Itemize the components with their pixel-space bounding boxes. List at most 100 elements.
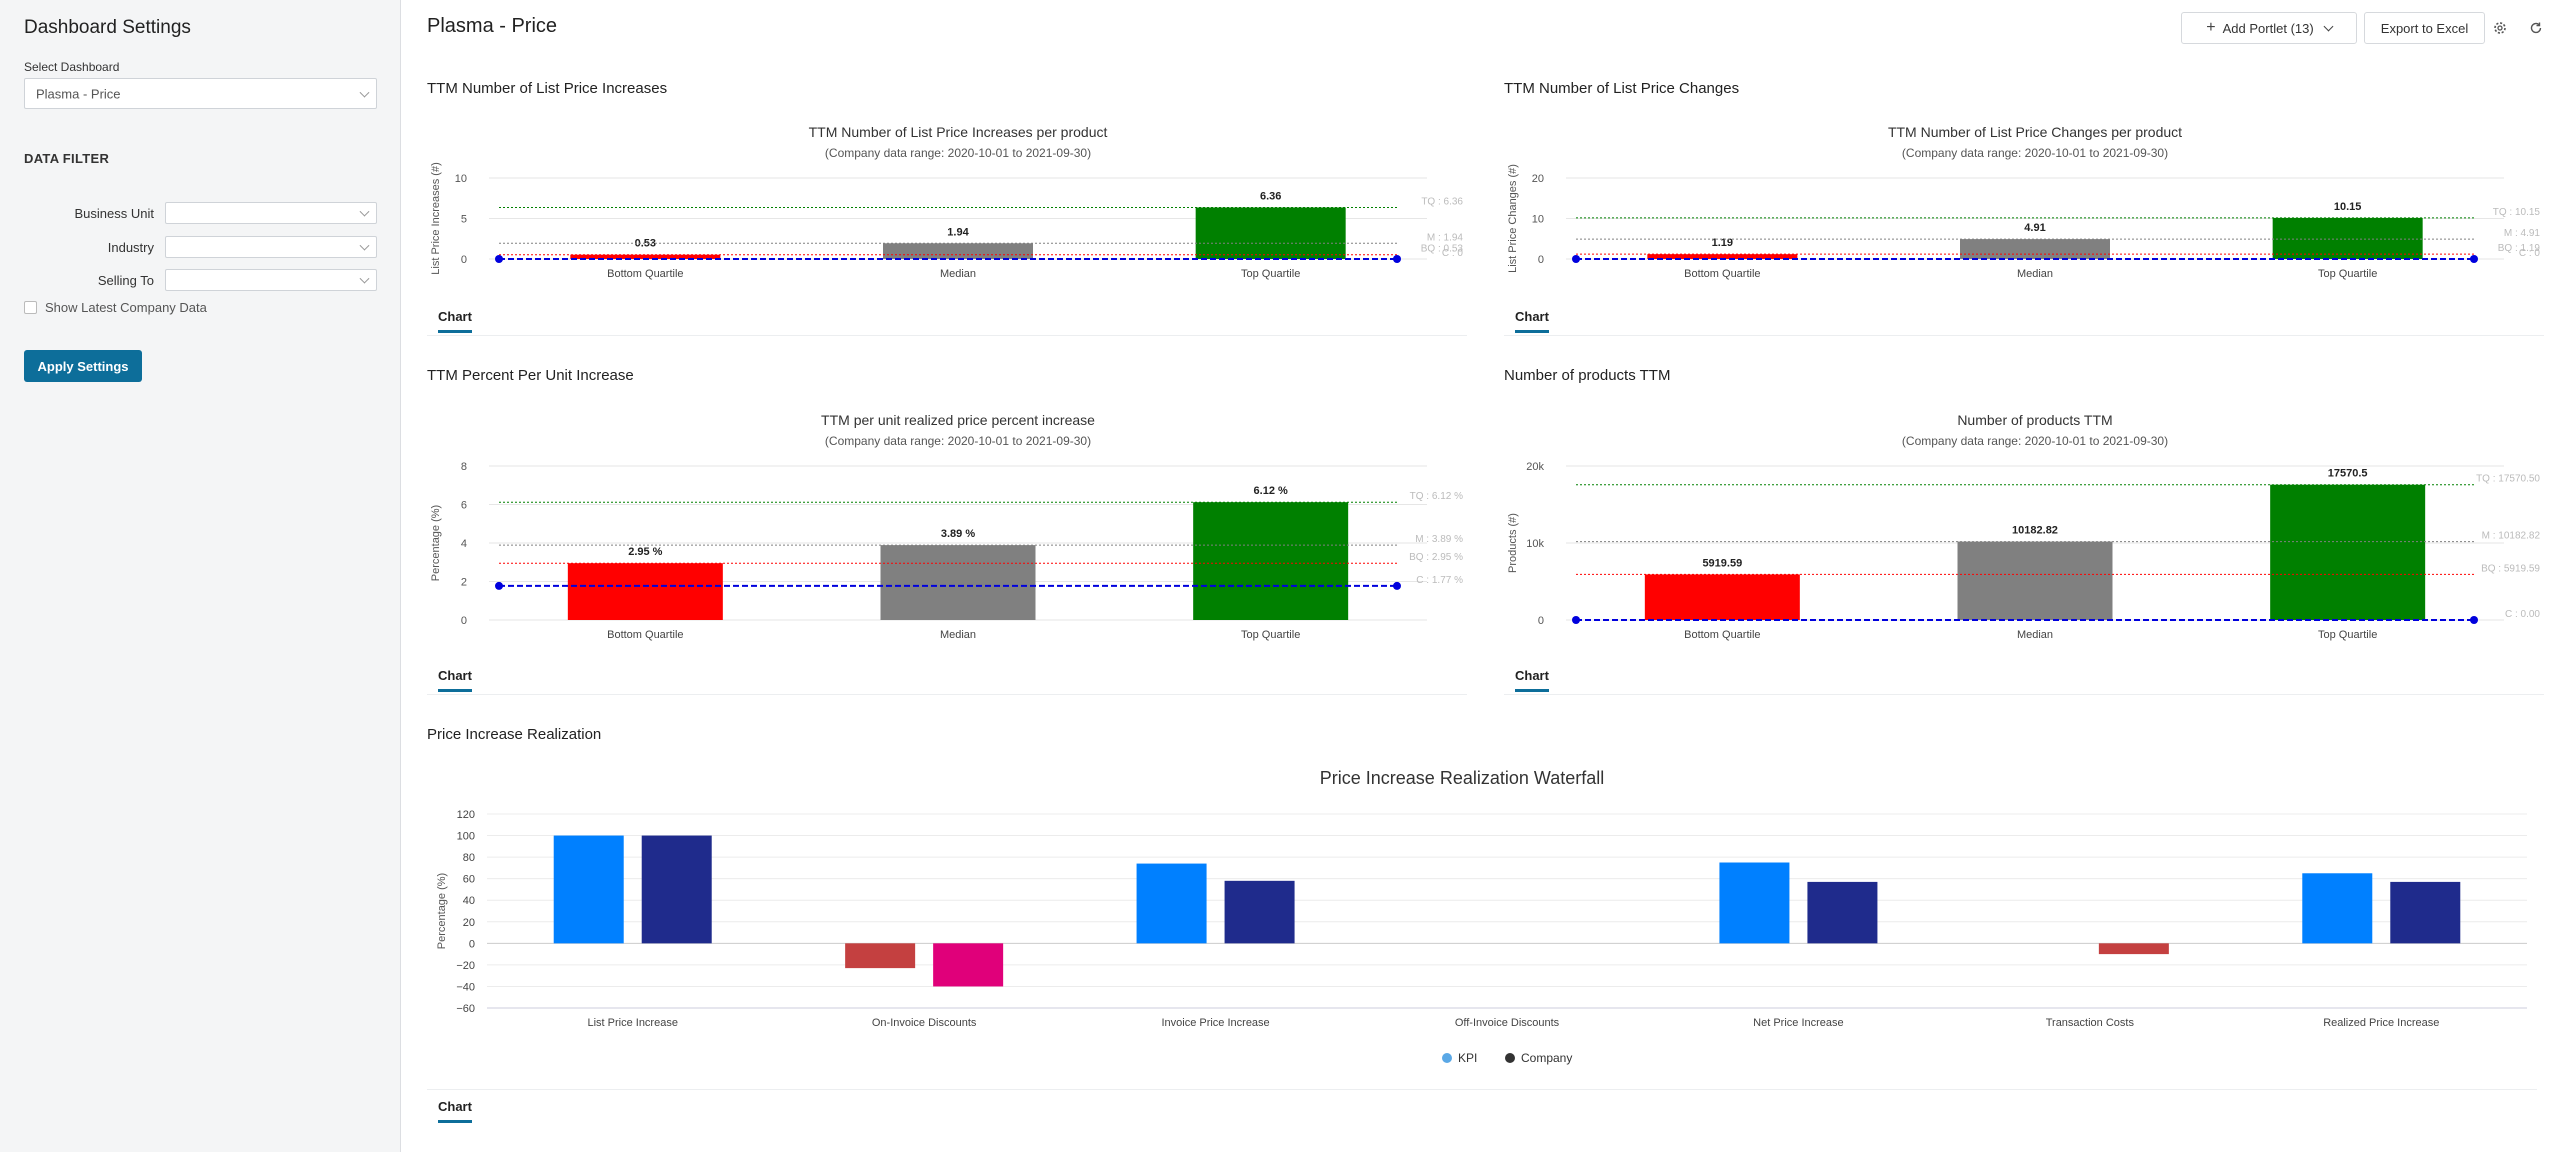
chart-list-price-increases: TTM Number of List Price Increases per p…: [430, 124, 1464, 280]
bar-value-label: 10182.82: [2012, 525, 2058, 537]
tab-divider: [1504, 694, 2544, 695]
chevron-down-icon: [359, 87, 370, 98]
bar: [1195, 207, 1346, 259]
chevron-down-icon: [2323, 21, 2334, 31]
x-tick-label: Top Quartile: [2318, 268, 2377, 280]
y-tick-label: 80: [463, 852, 475, 864]
tab-divider: [427, 694, 1467, 695]
x-tick-label: On-Invoice Discounts: [872, 1017, 977, 1029]
bar: [2390, 881, 2461, 944]
x-tick-label: Median: [940, 629, 976, 641]
add-portlet-button[interactable]: + Add Portlet (13): [2181, 12, 2357, 44]
x-tick-label: Top Quartile: [1241, 629, 1300, 641]
bar-value-label: 6.12 %: [1254, 485, 1288, 497]
reference-line-label: M : 4.91: [2504, 228, 2541, 239]
reference-line-label: BQ : 0.53: [1421, 244, 1464, 255]
bar: [567, 563, 723, 620]
reference-line-label: TQ : 6.12 %: [1410, 491, 1463, 502]
chart-list-price-changes: TTM Number of List Price Changes per pro…: [1507, 124, 2541, 280]
chart-title: TTM per unit realized price percent incr…: [821, 412, 1095, 428]
x-tick-label: Invoice Price Increase: [1161, 1017, 1269, 1029]
y-tick-label: 6: [461, 500, 467, 512]
chart-title: Price Increase Realization Waterfall: [1320, 768, 1604, 788]
bar-value-label: 17570.5: [2328, 468, 2368, 480]
y-tick-label: 10: [1532, 214, 1544, 226]
reference-line-label: M : 1.94: [1427, 232, 1464, 243]
tab-chart[interactable]: Chart: [438, 668, 472, 692]
reference-line-label: M : 3.89 %: [1415, 534, 1463, 545]
business-unit-select[interactable]: [165, 202, 377, 224]
y-tick-label: 8: [461, 461, 467, 473]
bar: [1719, 862, 1790, 944]
bar: [570, 254, 721, 259]
bar-value-label: 0.53: [635, 238, 656, 250]
add-portlet-label: Add Portlet (13): [2222, 20, 2314, 36]
industry-select[interactable]: [165, 236, 377, 258]
chart-subtitle: (Company data range: 2020-10-01 to 2021-…: [825, 146, 1091, 160]
reference-line-label: M : 10182.82: [2482, 531, 2541, 542]
y-tick-label: 10: [455, 173, 467, 185]
dashboard-select-value: Plasma - Price: [36, 86, 121, 101]
y-tick-label: 100: [457, 831, 475, 843]
x-tick-label: Top Quartile: [1241, 268, 1300, 280]
bar: [553, 835, 624, 944]
bar-value-label: 10.15: [2334, 201, 2362, 213]
y-tick-label: 40: [463, 895, 475, 907]
show-latest-row[interactable]: Show Latest Company Data: [24, 300, 207, 315]
tab-divider: [427, 1089, 2537, 1090]
reference-point: [495, 255, 503, 263]
reference-line-label: BQ : 2.95 %: [1409, 552, 1463, 563]
bar: [845, 943, 916, 969]
chevron-down-icon: [359, 206, 370, 217]
y-tick-label: −40: [456, 981, 475, 993]
bar: [641, 835, 712, 944]
industry-label: Industry: [107, 240, 154, 255]
tab-chart[interactable]: Chart: [1515, 309, 1549, 333]
x-tick-label: Net Price Increase: [1753, 1017, 1843, 1029]
tab-chart[interactable]: Chart: [1515, 668, 1549, 692]
reference-line-label: C : 0.00: [2505, 609, 2540, 620]
chart-products-ttm: Number of products TTM (Company data rang…: [1507, 412, 2541, 641]
tab-chart[interactable]: Chart: [438, 1099, 472, 1123]
plus-icon: +: [2206, 19, 2216, 36]
panel-title-price-realization: Price Increase Realization: [427, 726, 602, 743]
y-tick-label: 20k: [1526, 461, 1544, 473]
refresh-icon[interactable]: [2526, 18, 2546, 38]
reference-point: [2470, 616, 2478, 624]
bar: [2270, 484, 2426, 620]
y-tick-label: −20: [456, 960, 475, 972]
dashboard-select[interactable]: Plasma - Price: [24, 78, 377, 109]
bar-value-label: 1.19: [1712, 237, 1733, 249]
bar-value-label: 1.94: [947, 226, 969, 238]
reference-line-label: BQ : 1.19: [2498, 243, 2541, 254]
select-dashboard-label: Select Dashboard: [24, 60, 120, 74]
data-filter-title: DATA FILTER: [24, 151, 110, 166]
selling-to-select[interactable]: [165, 269, 377, 291]
chart-subtitle: (Company data range: 2020-10-01 to 2021-…: [1902, 146, 2168, 160]
panel-title-products-ttm: Number of products TTM: [1504, 367, 1671, 384]
apply-settings-button[interactable]: Apply Settings: [24, 350, 142, 382]
gear-icon[interactable]: [2490, 18, 2510, 38]
reference-point: [1572, 616, 1580, 624]
panel-title-percent-per-unit: TTM Percent Per Unit Increase: [427, 367, 634, 384]
x-tick-label: List Price Increase: [587, 1017, 677, 1029]
x-tick-label: Median: [2017, 629, 2053, 641]
show-latest-checkbox[interactable]: [24, 301, 37, 314]
x-tick-label: Median: [2017, 268, 2053, 280]
export-excel-button[interactable]: Export to Excel: [2364, 12, 2485, 44]
chart-percent-per-unit: TTM per unit realized price percent incr…: [430, 412, 1463, 641]
bar-value-label: 4.91: [2024, 222, 2045, 234]
page-title: Plasma - Price: [427, 15, 558, 37]
chart-subtitle: (Company data range: 2020-10-01 to 2021-…: [825, 434, 1091, 448]
bar: [2098, 943, 2169, 955]
bar: [2272, 217, 2423, 259]
y-tick-label: 120: [457, 809, 475, 821]
y-axis-label: List Price Increases (#): [430, 162, 442, 274]
chevron-down-icon: [359, 240, 370, 251]
y-tick-label: 10k: [1526, 538, 1544, 550]
bar: [1193, 502, 1349, 620]
tab-chart[interactable]: Chart: [438, 309, 472, 333]
reference-line-label: TQ : 6.36: [1421, 196, 1463, 207]
x-tick-label: Realized Price Increase: [2323, 1017, 2439, 1029]
x-tick-label: Bottom Quartile: [1684, 268, 1760, 280]
